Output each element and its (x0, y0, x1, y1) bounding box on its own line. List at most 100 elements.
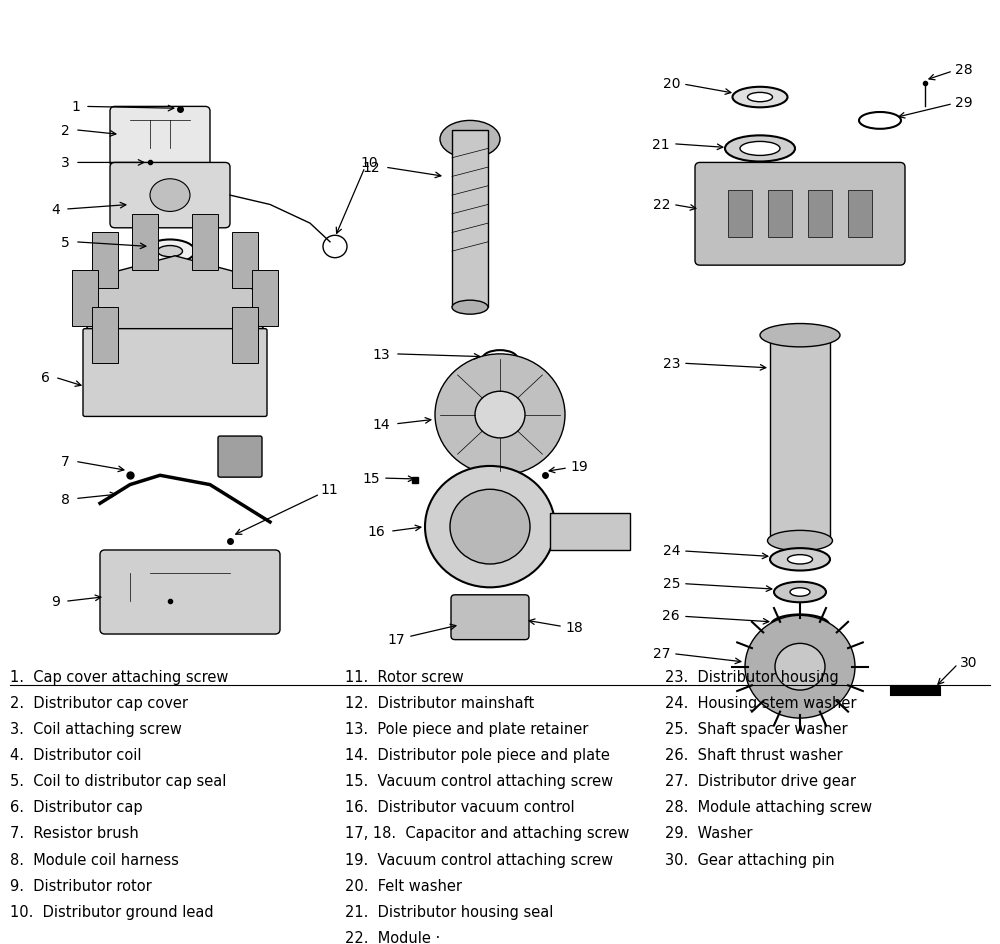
Text: 19: 19 (570, 460, 588, 474)
Text: 5: 5 (61, 236, 70, 249)
FancyBboxPatch shape (218, 436, 262, 478)
Text: 24: 24 (662, 544, 680, 557)
Bar (72, 271, 98, 327)
Ellipse shape (452, 301, 488, 315)
Text: 12.  Distributor mainshaft: 12. Distributor mainshaft (345, 695, 534, 710)
Text: 22: 22 (652, 198, 670, 212)
Ellipse shape (760, 324, 840, 347)
Bar (232, 233, 258, 289)
Bar (550, 514, 630, 550)
Text: 3: 3 (61, 157, 70, 170)
Text: 2: 2 (61, 124, 70, 138)
Ellipse shape (740, 143, 780, 157)
Circle shape (450, 490, 530, 565)
Ellipse shape (771, 615, 829, 635)
Polygon shape (80, 257, 270, 378)
Text: 13: 13 (372, 347, 390, 362)
Bar (232, 308, 258, 363)
Bar (252, 271, 278, 327)
Ellipse shape (774, 582, 826, 602)
Text: 1: 1 (71, 100, 80, 114)
Text: 27: 27 (652, 646, 670, 660)
Ellipse shape (859, 113, 901, 129)
FancyBboxPatch shape (83, 329, 267, 417)
Ellipse shape (732, 88, 788, 109)
Text: 22.  Module ·: 22. Module · (345, 930, 440, 944)
Text: 30.  Gear attaching pin: 30. Gear attaching pin (665, 851, 835, 867)
Text: 26: 26 (662, 609, 680, 623)
Ellipse shape (150, 179, 190, 212)
Circle shape (745, 615, 855, 718)
Text: 21: 21 (652, 138, 670, 152)
Text: 25: 25 (662, 576, 680, 590)
Ellipse shape (768, 531, 832, 551)
Text: 23.  Distributor housing: 23. Distributor housing (665, 669, 839, 683)
Ellipse shape (158, 246, 182, 258)
Bar (848, 192, 872, 238)
Ellipse shape (748, 93, 772, 103)
Text: 17: 17 (387, 632, 405, 646)
Text: 30: 30 (960, 655, 978, 669)
Text: 7: 7 (61, 455, 70, 469)
Bar (808, 192, 832, 238)
FancyBboxPatch shape (695, 163, 905, 266)
FancyBboxPatch shape (110, 108, 210, 168)
Text: 21.  Distributor housing seal: 21. Distributor housing seal (345, 904, 553, 919)
Text: 26.  Shaft thrust washer: 26. Shaft thrust washer (665, 748, 843, 762)
Text: 4.  Distributor coil: 4. Distributor coil (10, 748, 142, 762)
Text: 11.  Rotor screw: 11. Rotor screw (345, 669, 464, 683)
Ellipse shape (790, 588, 810, 597)
Text: 20: 20 (662, 77, 680, 91)
Text: 7.  Resistor brush: 7. Resistor brush (10, 826, 139, 840)
Text: 18: 18 (565, 620, 583, 633)
Text: 24.  Housing stem washer: 24. Housing stem washer (665, 695, 856, 710)
Text: 29.  Washer: 29. Washer (665, 826, 753, 840)
Bar (192, 214, 218, 271)
Bar (452, 130, 488, 308)
Text: 28.  Module attaching screw: 28. Module attaching screw (665, 800, 872, 815)
Text: 28: 28 (955, 63, 973, 77)
Bar (92, 308, 118, 363)
Text: 14.  Distributor pole piece and plate: 14. Distributor pole piece and plate (345, 748, 610, 762)
Text: 29: 29 (955, 95, 973, 110)
Bar (770, 336, 830, 541)
Text: 12: 12 (362, 160, 380, 175)
Circle shape (425, 466, 555, 588)
Text: 17, 18.  Capacitor and attaching screw: 17, 18. Capacitor and attaching screw (345, 826, 629, 840)
Circle shape (435, 355, 565, 476)
Ellipse shape (789, 621, 811, 630)
Text: 16.  Distributor vacuum control: 16. Distributor vacuum control (345, 800, 575, 815)
Text: 8.  Module coil harness: 8. Module coil harness (10, 851, 179, 867)
Circle shape (475, 392, 525, 438)
Text: 9: 9 (51, 595, 60, 609)
Ellipse shape (145, 240, 195, 263)
Text: 20.  Felt washer: 20. Felt washer (345, 878, 462, 893)
Circle shape (775, 644, 825, 690)
Ellipse shape (482, 351, 518, 367)
Text: 10: 10 (360, 157, 378, 170)
Text: 13.  Pole piece and plate retainer: 13. Pole piece and plate retainer (345, 721, 588, 736)
Bar (132, 214, 158, 271)
Text: 27.  Distributor drive gear: 27. Distributor drive gear (665, 773, 856, 788)
Ellipse shape (770, 548, 830, 571)
Text: 9.  Distributor rotor: 9. Distributor rotor (10, 878, 152, 893)
Text: 11: 11 (320, 482, 338, 497)
Text: 5.  Coil to distributor cap seal: 5. Coil to distributor cap seal (10, 773, 226, 788)
Bar (92, 233, 118, 289)
FancyBboxPatch shape (110, 163, 230, 228)
Ellipse shape (788, 555, 812, 565)
Text: 19.  Vacuum control attaching screw: 19. Vacuum control attaching screw (345, 851, 613, 867)
Text: 3.  Coil attaching screw: 3. Coil attaching screw (10, 721, 182, 736)
Text: 4: 4 (51, 203, 60, 217)
Text: 25.  Shaft spacer washer: 25. Shaft spacer washer (665, 721, 848, 736)
Text: 14: 14 (372, 417, 390, 431)
Text: 6: 6 (41, 371, 50, 385)
FancyBboxPatch shape (451, 595, 529, 640)
Ellipse shape (440, 121, 500, 159)
Text: 10.  Distributor ground lead: 10. Distributor ground lead (10, 904, 214, 919)
Text: 8: 8 (61, 492, 70, 506)
Text: 15: 15 (362, 472, 380, 485)
Text: 1.  Cap cover attaching screw: 1. Cap cover attaching screw (10, 669, 228, 683)
Ellipse shape (725, 136, 795, 162)
Text: 6.  Distributor cap: 6. Distributor cap (10, 800, 143, 815)
